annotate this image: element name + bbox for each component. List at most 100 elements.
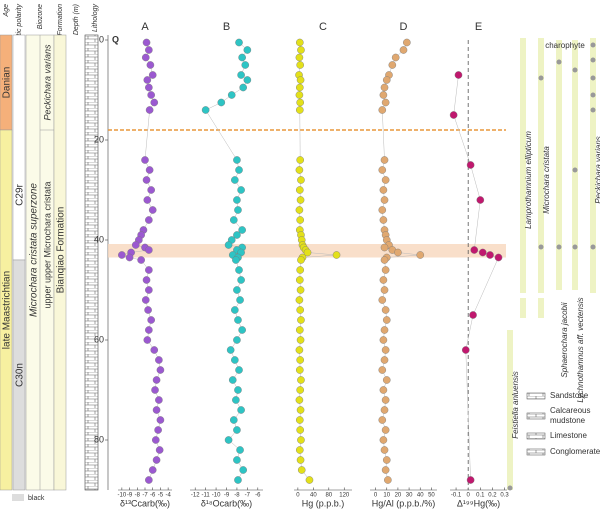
data-point [155,356,163,364]
biozone-label: upper upper Microchara cristata [42,181,52,308]
depth-tick-label: 0 [99,34,104,44]
taxon-label: Feistiella anluensis [511,371,520,439]
charophyte-ranges [507,38,596,490]
data-point [243,76,252,84]
data-point [236,296,244,304]
data-point [381,98,390,107]
data-point [378,416,387,424]
panel-title: B [223,21,230,33]
data-point [142,276,151,284]
data-point [381,466,390,474]
data-point [380,356,389,364]
x-tick-label: -12 [191,493,200,499]
data-point [295,366,304,374]
polarity-c29r [12,34,26,261]
data-point [232,256,240,264]
data-point [155,446,164,454]
data-point [224,241,233,249]
polarity-label: C30n [15,363,26,387]
data-point [146,61,155,69]
data-point [381,346,390,354]
legend-label: mudstone [550,416,586,425]
data-point [380,326,389,334]
x-axis-label: Δ¹⁹⁹Hg(‰) [457,498,500,508]
trend-line [453,74,499,481]
data-point [141,156,149,164]
data-point [229,416,238,424]
data-point [234,386,242,394]
data-point [233,156,241,164]
data-point [142,38,151,47]
charophyte-dots [507,42,596,491]
data-point [201,106,210,114]
biozone-label: Peckichara varians [42,44,52,121]
column-header: Formation [57,4,64,36]
data-point [147,316,155,324]
data-point [388,61,397,69]
x-tick-label: 0.1 [476,493,485,499]
data-point [380,446,389,454]
data-point [231,356,239,364]
data-point [224,436,233,444]
data-point [295,296,304,304]
legend-swatch [526,392,546,400]
column-header: Lithology [92,4,99,33]
x-axis-label: Hg/Al (p.p.b./%) [372,498,436,508]
taxon-label: Peckichara varians [594,136,600,204]
biozone-label: Microchara cristata superzone [29,183,40,317]
x-tick-label: -9 [127,493,133,499]
data-point [296,286,305,294]
data-point [378,296,387,304]
data-point [466,476,475,484]
trend-line [298,42,337,481]
data-point [228,376,237,384]
data-point [141,296,150,304]
x-tick-label: 0 [296,493,300,499]
data-point [381,306,390,314]
data-point [380,83,389,92]
data-point [131,241,140,249]
data-point [147,91,155,99]
x-tick-label: -10 [118,493,127,499]
data-point [461,346,470,354]
data-point [295,446,304,454]
data-point [380,156,389,164]
data-point [243,46,252,54]
data-point [297,316,305,324]
data-point [152,456,161,464]
data-point [235,38,243,47]
data-point [476,196,485,204]
data-point [382,76,391,84]
data-point [416,251,425,259]
x-tick-label: -7 [245,493,251,499]
panel-title: C [319,21,327,33]
data-point [399,46,408,54]
x-tick-label: 0.2 [488,493,497,499]
x-tick-label: -0.1 [451,493,462,499]
data-point [296,98,304,107]
data-point [297,376,305,384]
data-point [296,306,304,314]
data-point [235,266,243,274]
data-point [142,176,151,184]
x-tick-label: 0 [467,493,471,499]
data-point [379,386,388,394]
data-point [125,253,134,262]
data-point [295,206,304,214]
data-point [295,106,304,114]
data-point [378,206,387,214]
data-point [381,396,390,404]
legend-label: Conglomerate [550,447,600,456]
formation-column [53,34,67,491]
data-point [295,276,304,284]
data-point [379,91,388,99]
trend-line [205,42,248,481]
data-point [227,91,236,99]
x-tick-label: 40 [310,493,317,499]
data-point [295,53,304,62]
data-point [141,53,150,62]
data-point [143,76,152,84]
data-point [297,436,305,444]
data-point [151,436,160,444]
data-point [239,83,247,92]
